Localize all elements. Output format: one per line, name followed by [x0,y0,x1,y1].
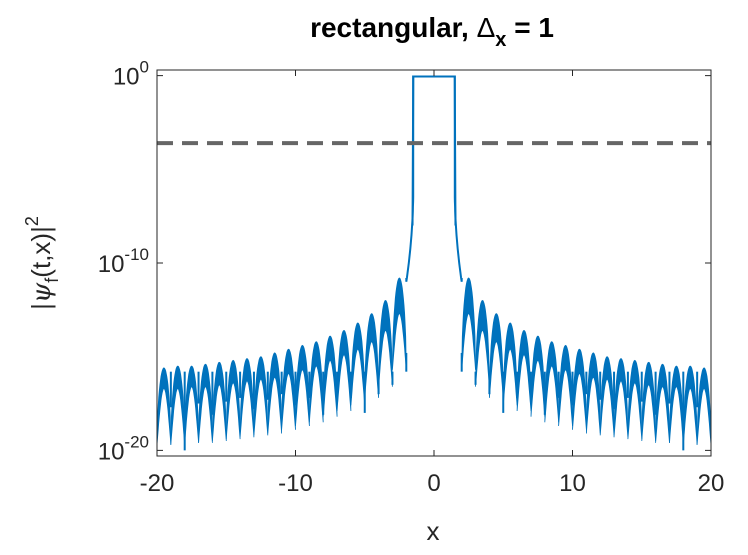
side-lobe [516,330,532,412]
side-lobe [627,359,643,440]
side-lobe [613,358,629,438]
x-tick-label: 20 [698,470,725,497]
side-lobe [350,322,366,406]
y-axis-label-suffix: (t,x)| [26,226,56,278]
x-tick-label: -10 [278,470,313,497]
side-lobe [281,348,296,430]
side-lobe [184,365,199,443]
side-lobe [392,277,407,370]
side-lobe [530,335,546,417]
side-lobe [669,365,684,443]
chart-title: rectangular, Δx = 1 [310,12,554,51]
x-tick-label: 0 [427,470,440,497]
side-lobe [198,363,213,443]
side-lobe [558,344,573,427]
y-axis-label-sub: f [42,277,62,283]
x-tick-label: -20 [140,470,175,497]
side-lobe [696,367,712,445]
plateau [411,75,457,226]
side-lobe [502,322,518,406]
side-lobe [682,365,698,445]
side-lobe [239,358,255,438]
side-lobe [225,359,241,440]
chart-title-suffix: = 1 [506,12,553,43]
y-tick-label: 10-20 [98,432,149,465]
side-lobe [364,313,379,398]
side-lobe [336,330,352,412]
y-tick-label: 10-10 [98,245,149,278]
side-lobe [378,300,393,387]
plot-frame [156,69,712,457]
side-lobe [655,363,670,443]
chart-title-subscript: x [495,29,506,51]
side-lobe [267,352,282,434]
side-lobe [156,367,172,445]
side-lobe [295,344,310,427]
y-axis-label-prefix: | [26,303,56,310]
side-lobe [212,361,227,442]
side-lobe [322,335,338,417]
y-axis-label-psi: ψ [27,282,57,303]
side-lobe [586,352,601,434]
side-lobe [475,300,490,387]
side-lobe [641,361,656,442]
chart-title-symbol: Δ [477,12,496,43]
x-tick-label: 10 [559,470,586,497]
side-lobe [544,341,559,423]
side-lobe [461,277,476,370]
chart-title-prefix: rectangular, [310,12,477,43]
side-lobe [309,341,324,423]
side-lobe [572,348,587,430]
x-axis-label: x [427,516,440,546]
y-axis-label: |ψf(t,x)|2 [22,216,62,310]
y-tick-label: 100 [113,58,149,91]
y-axis-label-sup: 2 [22,216,42,226]
side-lobe [599,356,615,436]
side-lobe [170,365,186,445]
side-lobe [253,356,269,436]
main-curve [405,75,463,282]
side-lobe [489,313,504,398]
